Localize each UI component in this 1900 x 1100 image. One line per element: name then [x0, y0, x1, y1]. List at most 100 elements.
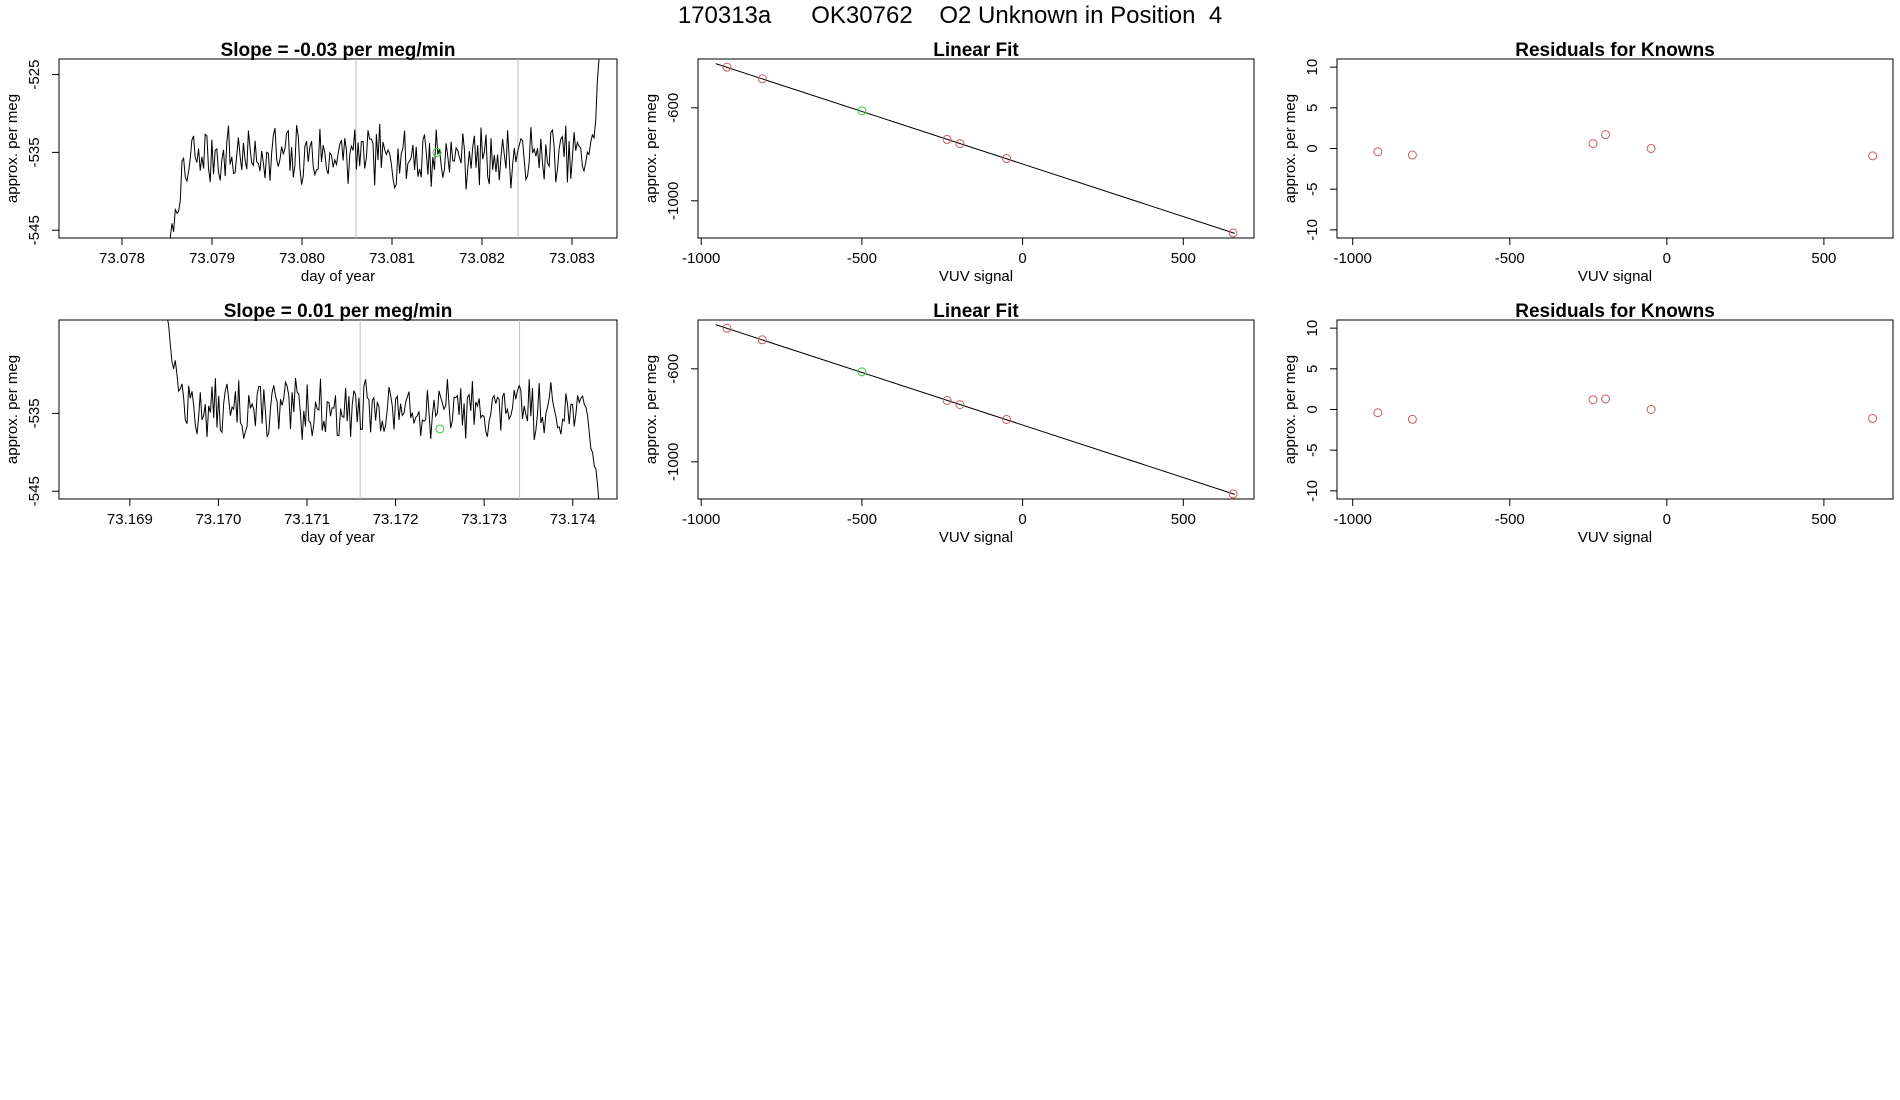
x-tick-label: -500 [1495, 250, 1525, 267]
series-line [169, 59, 600, 238]
y-tick-label: 0 [1304, 405, 1321, 413]
y-tick-label: 5 [1304, 104, 1321, 112]
known-data-point [722, 62, 732, 72]
panel-3: Residuals for Knowns -1000 -500 0 500 VUV sig… [1282, 40, 1894, 285]
plot-frame [58, 319, 618, 500]
x-tick-label: -1000 [1334, 250, 1372, 267]
known-data-point [1588, 395, 1598, 405]
x-tick-label: 500 [1171, 250, 1196, 267]
plot-area [1373, 394, 1878, 424]
x-axis-label: day of year [301, 268, 375, 285]
panel-title: Slope = 0.01 per meg/min [224, 301, 453, 322]
series-line [167, 320, 600, 499]
known-data-point [1407, 414, 1417, 424]
x-tick-label: 73.169 [107, 511, 153, 528]
x-tick-label: 0 [1663, 250, 1671, 267]
known-data-point [942, 395, 952, 405]
x-tick-label: 500 [1811, 250, 1836, 267]
x-axis-label: VUV signal [939, 529, 1013, 546]
fit-line [715, 63, 1235, 234]
x-tick-label: 0 [1018, 250, 1026, 267]
unknown-data-point [857, 367, 867, 377]
y-tick-label: -1000 [665, 182, 682, 220]
panel-2: Linear Fit -1000 -500 0 500 VUV signal -600 -10… [643, 40, 1255, 285]
y-axis-label: approx. per meg [643, 355, 660, 464]
y-axis-label: approx. per meg [4, 355, 21, 464]
panel-1: Slope = -0.03 per meg/min 73.078 73.079 73.… [4, 40, 618, 285]
plot-area [715, 62, 1238, 238]
x-tick-label: 73.079 [189, 250, 235, 267]
plot-frame [697, 58, 1255, 239]
x-tick-label: 73.171 [284, 511, 330, 528]
plot-area [167, 320, 600, 499]
y-tick-label: -5 [1304, 444, 1321, 457]
x-tick-label: 73.080 [279, 250, 325, 267]
known-data-point [1868, 151, 1878, 161]
known-data-point [1407, 150, 1417, 160]
known-data-point [942, 134, 952, 144]
x-axis-label: VUV signal [1578, 529, 1652, 546]
plot-frame [1336, 58, 1894, 239]
panel-4: Slope = 0.01 per meg/min 73.169 73.170 73.1… [4, 301, 618, 546]
y-axis-label: approx. per meg [643, 94, 660, 203]
plot-area [169, 59, 600, 238]
x-tick-label: 500 [1171, 511, 1196, 528]
y-tick-label: -545 [26, 215, 43, 245]
y-axis-label: approx. per meg [4, 94, 21, 203]
y-tick-label: -10 [1304, 480, 1321, 502]
y-tick-label: 5 [1304, 365, 1321, 373]
x-tick-label: 73.170 [195, 511, 241, 528]
known-data-point [757, 335, 767, 345]
x-tick-label: 73.081 [369, 250, 415, 267]
known-data-point [955, 139, 965, 149]
panel-title: Residuals for Knowns [1515, 301, 1715, 322]
y-tick-label: -535 [26, 137, 43, 167]
known-data-point [1373, 147, 1383, 157]
x-tick-label: 0 [1018, 511, 1026, 528]
known-data-point [1228, 228, 1238, 238]
y-tick-label: -535 [26, 398, 43, 428]
plot-area [715, 323, 1238, 499]
y-tick-label: -600 [665, 93, 682, 123]
known-data-point [1868, 413, 1878, 423]
y-tick-label: 0 [1304, 144, 1321, 152]
y-tick-label: -525 [26, 60, 43, 90]
panel-title: Linear Fit [933, 40, 1019, 61]
known-data-point [1588, 139, 1598, 149]
unknown-marker-point [432, 147, 442, 157]
known-data-point [1002, 414, 1012, 424]
unknown-marker-point [435, 424, 445, 434]
known-data-point [757, 74, 767, 84]
x-tick-label: 73.173 [461, 511, 507, 528]
x-tick-label: -1000 [1334, 511, 1372, 528]
y-tick-label: -5 [1304, 183, 1321, 196]
x-tick-label: -500 [1495, 511, 1525, 528]
known-data-point [1601, 130, 1611, 140]
y-tick-label: -600 [665, 354, 682, 384]
panel-6: Residuals for Knowns -1000 -500 0 500 VUV sig… [1282, 301, 1894, 546]
y-tick-label: -10 [1304, 219, 1321, 241]
plot-area [1373, 130, 1878, 161]
known-data-point [1646, 405, 1656, 414]
plot-frame [58, 58, 618, 239]
known-data-point [955, 400, 965, 410]
panel-title: Linear Fit [933, 301, 1019, 322]
panel-title: Residuals for Knowns [1515, 40, 1715, 61]
y-tick-label: 10 [1304, 59, 1321, 76]
known-data-point [1002, 153, 1012, 163]
plot-frame [697, 319, 1255, 500]
x-tick-label: 73.172 [373, 511, 419, 528]
x-tick-label: -1000 [682, 511, 720, 528]
y-axis-label: approx. per meg [1282, 355, 1299, 464]
page-title: 170313a OK30762 O2 Unknown in Position 4 [677, 2, 1223, 29]
x-tick-label: -500 [847, 511, 877, 528]
x-tick-label: 500 [1811, 511, 1836, 528]
panel-5: Linear Fit -1000 -500 0 500 VUV signal -600 -10… [643, 301, 1255, 546]
x-tick-label: -1000 [682, 250, 720, 267]
y-tick-label: 10 [1304, 320, 1321, 337]
x-tick-label: 73.083 [549, 250, 595, 267]
x-tick-label: 73.082 [459, 250, 505, 267]
x-axis-label: VUV signal [1578, 268, 1652, 285]
known-data-point [722, 323, 732, 333]
